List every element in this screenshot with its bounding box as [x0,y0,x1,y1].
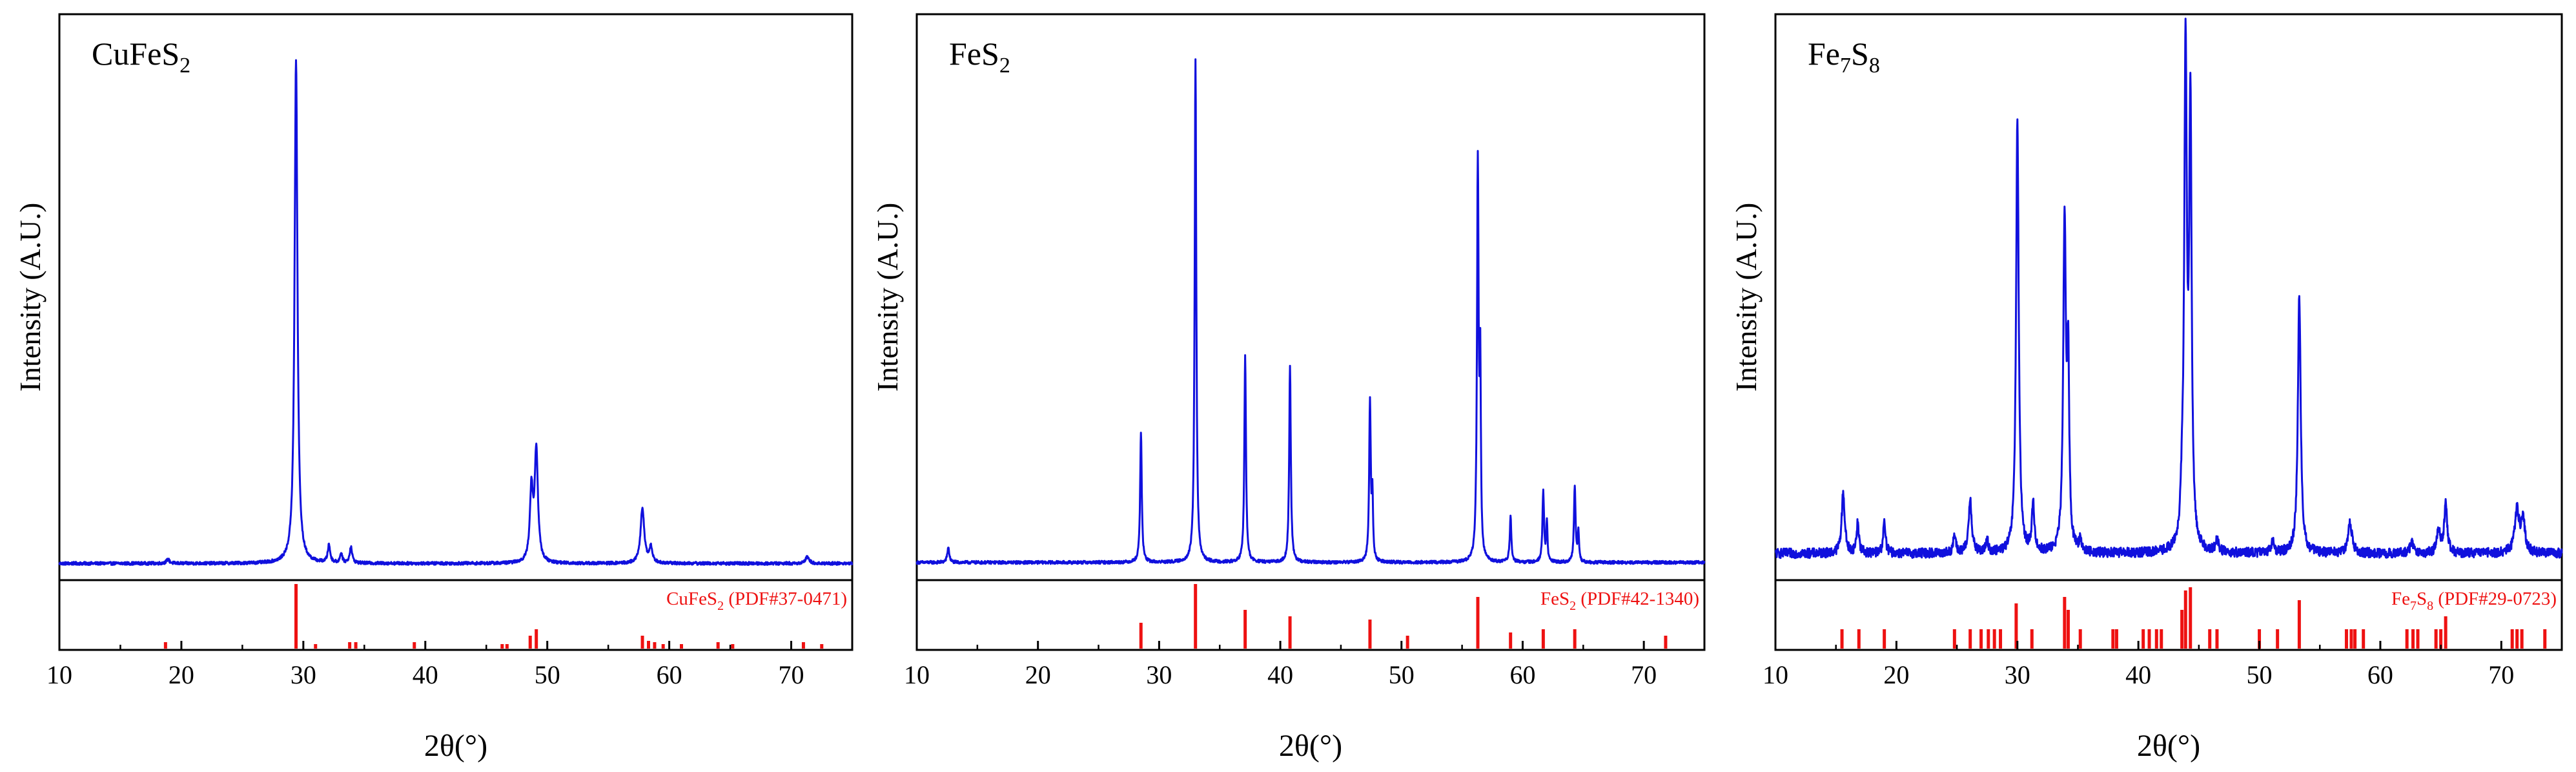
x-axis-label: 2θ(°) [1279,729,1342,763]
diffraction-pattern-line [58,59,854,566]
reference-label: Fe7S8 (PDF#29-0723) [2391,589,2557,613]
plot-frame [1774,13,2563,651]
y-axis-label: Intensity (A.U.) [14,203,46,392]
x-tick-label: 70 [1631,660,1657,689]
panel-title: FeS2 [949,36,1010,78]
x-tick-label: 60 [1509,660,1535,689]
reference-label: FeS2 (PDF#42-1340) [1540,589,1699,613]
diffraction-pattern-line [915,58,1706,565]
x-tick-label: 70 [779,660,804,689]
x-tick-label: 10 [46,660,72,689]
reference-label: CuFeS2 (PDF#37-0471) [666,589,847,613]
x-tick-label: 60 [2367,660,2393,689]
x-tick-label: 20 [1025,660,1051,689]
y-axis-label: Intensity (A.U.) [871,203,904,392]
x-tick-label: 60 [657,660,682,689]
x-tick-label: 20 [1883,660,1909,689]
x-tick-label: 40 [1267,660,1293,689]
x-tick-label: 40 [413,660,438,689]
x-axis-label: 2θ(°) [2137,729,2200,763]
x-tick-label: 20 [169,660,194,689]
x-tick-label: 50 [535,660,560,689]
x-tick-label: 50 [2247,660,2273,689]
x-tick-label: 40 [2125,660,2151,689]
x-tick-label: 30 [291,660,316,689]
diffraction-pattern-line [1775,17,2563,559]
y-axis-label: Intensity (A.U.) [1730,203,1763,392]
xrd-panel-2: FeS2 (PDF#42-1340) FeS2 10 20 30 40 50 60 70 2θ(°… [871,13,1706,763]
plot-frame [915,13,1706,651]
x-tick-label: 10 [1763,660,1788,689]
x-axis-label: 2θ(°) [424,729,487,763]
panel-title: Fe7S8 [1808,36,1880,78]
xrd-panel-3: Fe7S8 (PDF#29-0723) Fe7S8 10 20 30 40 50 60 70 2θ… [1730,13,2563,763]
plot-frame [58,13,854,651]
x-tick-label: 30 [1146,660,1172,689]
panel-title: CuFeS2 [92,36,190,78]
x-tick-label: 50 [1389,660,1415,689]
x-tick-label: 70 [2488,660,2514,689]
xrd-panel-1: CuFeS2 (PDF#37-0471) CuFeS2 10 20 30 40 50 60 70… [14,13,854,763]
x-tick-label: 10 [904,660,930,689]
x-tick-label: 30 [2005,660,2030,689]
